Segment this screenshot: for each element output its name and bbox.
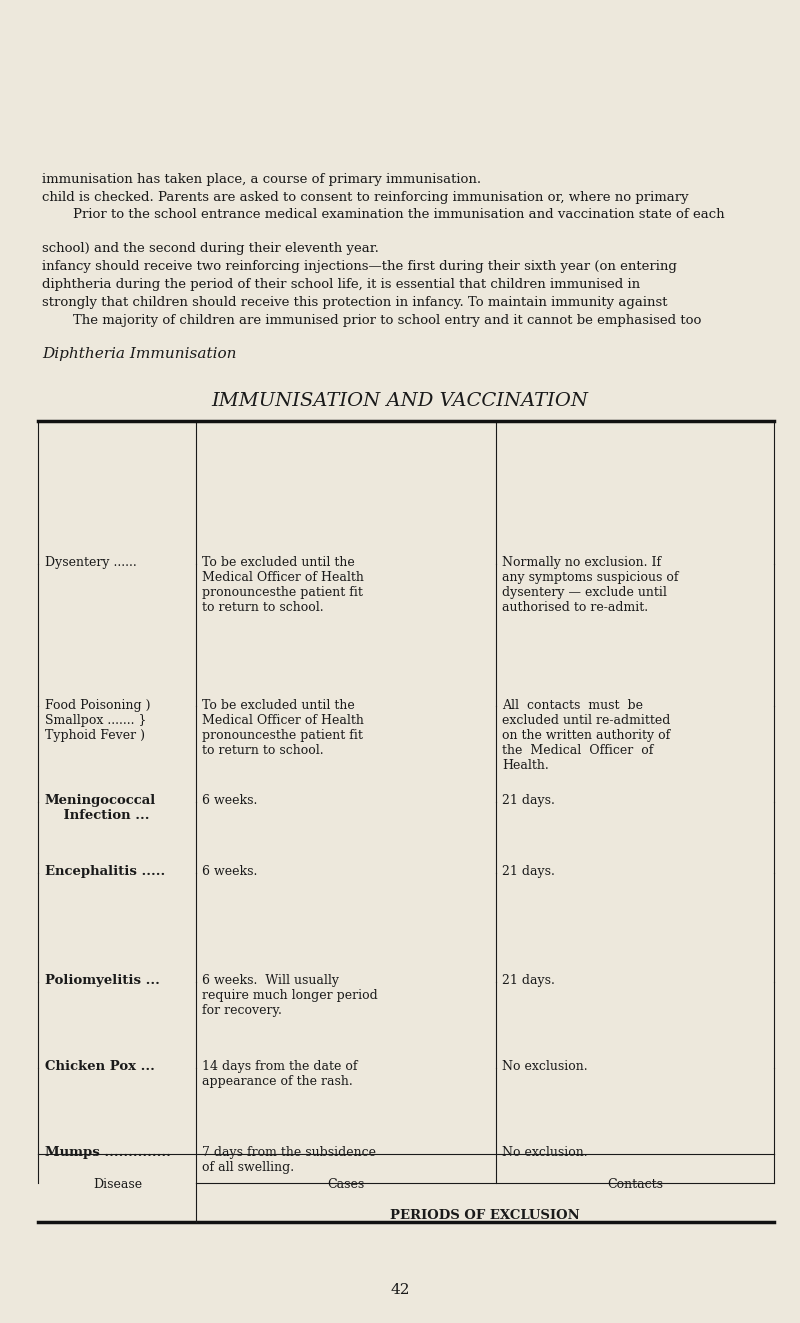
Text: No exclusion.: No exclusion. xyxy=(502,1060,588,1073)
Text: Meningococcal
    Infection ...: Meningococcal Infection ... xyxy=(45,794,156,822)
Text: 7 days from the subsidence
of all swelling.: 7 days from the subsidence of all swelli… xyxy=(202,1146,376,1174)
Text: 14 days from the date of
appearance of the rash.: 14 days from the date of appearance of t… xyxy=(202,1060,358,1088)
Text: The majority of children are immunised prior to school entry and it cannot be em: The majority of children are immunised p… xyxy=(73,314,701,327)
Text: PERIODS OF EXCLUSION: PERIODS OF EXCLUSION xyxy=(390,1209,580,1221)
Text: Food Poisoning )
Smallpox ....... }
Typhoid Fever ): Food Poisoning ) Smallpox ....... } Typh… xyxy=(45,699,150,742)
Text: immunisation has taken place, a course of primary immunisation.: immunisation has taken place, a course o… xyxy=(42,173,482,185)
Text: Mumps ..............: Mumps .............. xyxy=(45,1146,170,1159)
Text: strongly that children should receive this protection in infancy. To maintain im: strongly that children should receive th… xyxy=(42,295,668,308)
Text: To be excluded until the
Medical Officer of Health
pronouncesthe patient fit
to : To be excluded until the Medical Officer… xyxy=(202,699,364,757)
Text: 42: 42 xyxy=(390,1283,410,1298)
Text: Dysentery ......: Dysentery ...... xyxy=(45,556,137,569)
Text: Disease: Disease xyxy=(94,1179,142,1192)
Text: 21 days.: 21 days. xyxy=(502,865,555,878)
Text: diphtheria during the period of their school life, it is essential that children: diphtheria during the period of their sc… xyxy=(42,278,641,291)
Text: 6 weeks.  Will usually
require much longer period
for recovery.: 6 weeks. Will usually require much longe… xyxy=(202,974,378,1017)
Text: 21 days.: 21 days. xyxy=(502,974,555,987)
Text: Chicken Pox ...: Chicken Pox ... xyxy=(45,1060,154,1073)
Text: All  contacts  must  be
excluded until re-admitted
on the written authority of
t: All contacts must be excluded until re-a… xyxy=(502,699,670,771)
Text: Diphtheria Immunisation: Diphtheria Immunisation xyxy=(42,347,237,361)
Text: Cases: Cases xyxy=(327,1179,365,1192)
Text: infancy should receive two reinforcing injections—the first during their sixth y: infancy should receive two reinforcing i… xyxy=(42,259,678,273)
Text: Encephalitis .....: Encephalitis ..... xyxy=(45,865,165,878)
Text: 6 weeks.: 6 weeks. xyxy=(202,794,258,807)
Text: Poliomyelitis ...: Poliomyelitis ... xyxy=(45,974,160,987)
Text: 21 days.: 21 days. xyxy=(502,794,555,807)
Text: child is checked. Parents are asked to consent to reinforcing immunisation or, w: child is checked. Parents are asked to c… xyxy=(42,191,689,204)
Text: 6 weeks.: 6 weeks. xyxy=(202,865,258,878)
Text: To be excluded until the
Medical Officer of Health
pronouncesthe patient fit
to : To be excluded until the Medical Officer… xyxy=(202,556,364,614)
Text: school) and the second during their eleventh year.: school) and the second during their elev… xyxy=(42,242,379,255)
Text: Normally no exclusion. If
any symptoms suspicious of
dysentery — exclude until
a: Normally no exclusion. If any symptoms s… xyxy=(502,556,679,614)
Text: Contacts: Contacts xyxy=(607,1179,663,1192)
Text: Prior to the school entrance medical examination the immunisation and vaccinatio: Prior to the school entrance medical exa… xyxy=(73,209,725,221)
Text: IMMUNISATION AND VACCINATION: IMMUNISATION AND VACCINATION xyxy=(211,392,589,410)
Text: No exclusion.: No exclusion. xyxy=(502,1146,588,1159)
